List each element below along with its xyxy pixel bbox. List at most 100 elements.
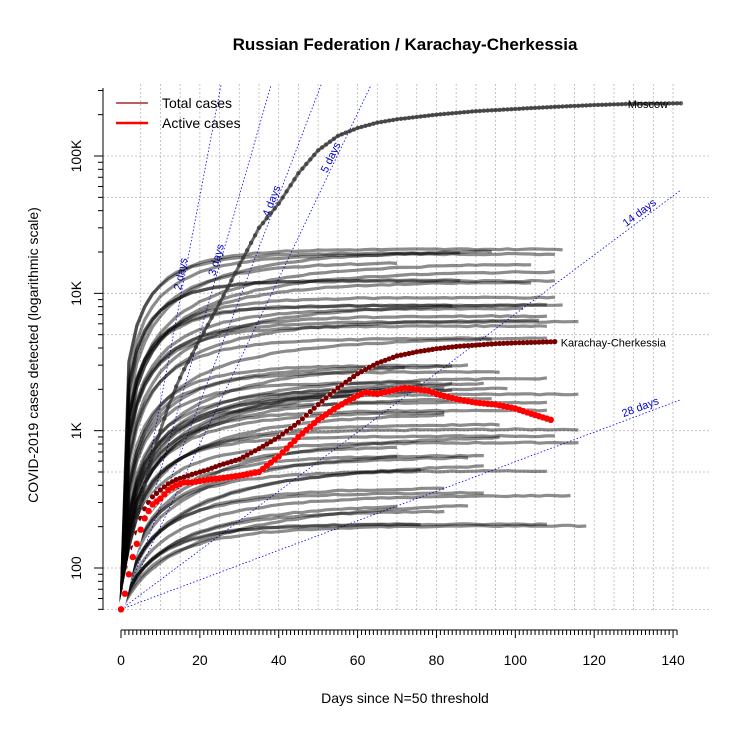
series-point-moscow bbox=[181, 367, 187, 372]
region-label: Karachay-Cherkessia bbox=[561, 337, 667, 349]
y-tick-label: 100K bbox=[68, 139, 84, 172]
series-point-moscow bbox=[339, 132, 344, 137]
series-point-total-cases bbox=[153, 490, 160, 496]
series-point-total-cases bbox=[355, 371, 361, 377]
legend-label-total: Total cases bbox=[162, 95, 232, 111]
series-point-moscow bbox=[189, 352, 195, 357]
series-point-moscow bbox=[603, 102, 609, 107]
background-region-line bbox=[119, 386, 508, 610]
series-point-moscow bbox=[422, 113, 427, 119]
background-region-line bbox=[119, 397, 492, 610]
background-region-line bbox=[119, 504, 469, 610]
background-region-line bbox=[119, 435, 500, 610]
series-point-total-cases bbox=[358, 369, 365, 375]
series-point-moscow bbox=[197, 337, 203, 342]
series-point-moscow bbox=[607, 102, 613, 107]
series-point-total-cases bbox=[481, 341, 487, 348]
background-region-line bbox=[119, 410, 445, 610]
series-point-moscow bbox=[623, 101, 628, 107]
series-point-total-cases bbox=[426, 347, 432, 353]
series-point-total-cases bbox=[232, 457, 238, 463]
series-point-moscow bbox=[442, 111, 447, 117]
background-region-line bbox=[119, 295, 555, 610]
background-region-line bbox=[119, 278, 555, 610]
series-point-moscow bbox=[276, 201, 281, 206]
series-point-moscow bbox=[158, 428, 163, 433]
series-point-total-cases bbox=[398, 352, 404, 358]
series-point-active-cases bbox=[161, 491, 168, 498]
series-point-total-cases bbox=[177, 475, 183, 481]
series-point-total-cases bbox=[370, 362, 376, 368]
series-point-moscow bbox=[584, 103, 589, 108]
background-region-line bbox=[119, 262, 532, 610]
series-point-moscow bbox=[260, 220, 266, 226]
series-point-total-cases bbox=[418, 348, 424, 354]
series-point-total-cases bbox=[410, 350, 416, 356]
series-point-total-cases bbox=[240, 454, 246, 460]
background-region-line bbox=[119, 490, 484, 610]
series-point-total-cases bbox=[512, 340, 518, 346]
background-region-line bbox=[119, 370, 500, 610]
series-point-total-cases bbox=[335, 385, 341, 391]
series-point-total-cases bbox=[220, 461, 227, 467]
series-point-moscow bbox=[174, 384, 179, 389]
series-point-moscow bbox=[595, 102, 601, 108]
background-region-line bbox=[119, 486, 445, 610]
series-point-total-cases bbox=[189, 471, 195, 477]
series-point-moscow bbox=[292, 177, 297, 182]
background-region-line bbox=[119, 413, 445, 609]
background-region-line bbox=[119, 363, 469, 609]
series-point-moscow bbox=[643, 101, 648, 106]
series-point-moscow bbox=[390, 117, 396, 123]
background-region-line bbox=[119, 306, 524, 610]
series-point-moscow bbox=[316, 148, 321, 153]
series-point-total-cases bbox=[390, 354, 396, 360]
series-point-moscow bbox=[379, 119, 384, 125]
background-region-line bbox=[119, 336, 547, 610]
series-point-moscow bbox=[576, 103, 581, 109]
series-point-total-cases bbox=[449, 344, 455, 350]
x-tick-label: 60 bbox=[350, 652, 366, 668]
series-point-total-cases bbox=[236, 456, 242, 462]
series-point-moscow bbox=[394, 117, 400, 122]
series-point-total-cases bbox=[445, 344, 451, 350]
background-region-line bbox=[119, 522, 547, 610]
series-point-moscow bbox=[185, 359, 191, 365]
series-point-moscow bbox=[323, 142, 329, 147]
series-point-moscow bbox=[446, 111, 451, 116]
background-region-line bbox=[119, 408, 548, 610]
series-point-moscow bbox=[331, 136, 337, 141]
series-point-moscow bbox=[284, 189, 289, 194]
series-point-moscow bbox=[209, 315, 214, 320]
series-point-total-cases bbox=[331, 388, 337, 394]
series-point-total-cases bbox=[268, 439, 274, 445]
series-point-moscow bbox=[418, 114, 423, 119]
series-point-moscow bbox=[528, 105, 534, 111]
series-point-active-cases bbox=[133, 540, 140, 547]
series-point-total-cases bbox=[544, 339, 550, 345]
series-point-active-cases bbox=[129, 553, 136, 561]
series-point-moscow bbox=[296, 171, 301, 176]
series-point-moscow bbox=[410, 115, 415, 120]
background-region-line bbox=[119, 464, 484, 610]
series-point-total-cases bbox=[284, 428, 290, 434]
series-point-total-cases bbox=[540, 339, 546, 345]
series-point-total-cases bbox=[508, 340, 514, 346]
series-point-total-cases bbox=[493, 341, 499, 347]
series-point-total-cases bbox=[528, 339, 534, 345]
background-region-line bbox=[119, 337, 492, 610]
series-point-moscow bbox=[615, 102, 621, 107]
series-point-moscow bbox=[359, 124, 364, 130]
background-region-line bbox=[119, 493, 571, 610]
background-region-line bbox=[119, 323, 548, 610]
series-point-total-cases bbox=[414, 349, 420, 355]
series-point-moscow bbox=[398, 116, 404, 122]
series-point-moscow bbox=[580, 103, 585, 108]
series-point-moscow bbox=[225, 285, 230, 291]
background-region-line bbox=[119, 251, 555, 610]
series-point-moscow bbox=[252, 233, 258, 238]
series-point-moscow bbox=[663, 101, 668, 106]
series-point-active-cases bbox=[547, 416, 554, 423]
series-point-moscow bbox=[525, 106, 530, 111]
series-point-total-cases bbox=[299, 416, 305, 422]
